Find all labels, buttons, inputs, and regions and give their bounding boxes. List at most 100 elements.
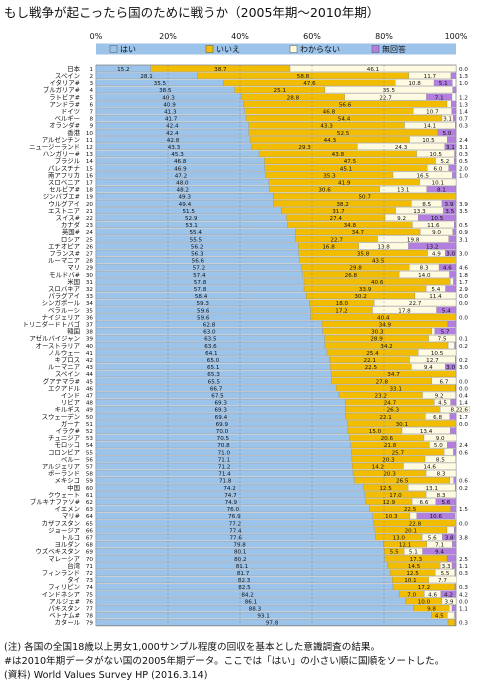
x-tick-label: 100% xyxy=(445,32,468,41)
value-label-outside: 2.4 xyxy=(459,443,468,449)
value-label-dontknow: 9.2 xyxy=(397,216,406,222)
rank-label: 6 xyxy=(89,102,93,108)
value-label-no: 25.4 xyxy=(366,351,379,357)
bar-noanswer xyxy=(453,115,456,121)
rank-label: 24 xyxy=(86,230,94,236)
value-label-noanswer: 5.6 xyxy=(441,500,450,506)
bar-noanswer xyxy=(447,136,456,142)
value-label-yes: 53.1 xyxy=(185,223,198,229)
rank-label: 18 xyxy=(86,188,94,194)
value-label-outside: 0.0 xyxy=(459,599,468,605)
value-label-outside: 2.6 xyxy=(459,408,468,414)
value-label-dontknow: 4.9 xyxy=(432,252,441,258)
value-label-no: 30.1 xyxy=(396,422,409,428)
value-label-dontknow: 11.4 xyxy=(429,294,442,300)
value-label-yes: 63.0 xyxy=(203,330,216,336)
bar-dontknow xyxy=(450,477,454,483)
rank-label: 50 xyxy=(86,415,94,421)
value-label-dontknow: 3.9 xyxy=(445,599,454,605)
value-label-noanswer: 3.5 xyxy=(445,209,454,215)
value-label-no: 12.1 xyxy=(399,543,412,549)
bar-noanswer xyxy=(451,101,456,107)
value-label-outside: 1.0 xyxy=(459,173,468,179)
value-label-yes: 59.6 xyxy=(197,308,210,314)
value-label-outside: 3.5 xyxy=(459,209,468,215)
legend-label: はい xyxy=(120,45,136,54)
value-label-noanswer: 5.1 xyxy=(439,81,448,87)
value-label-yes: 74.2 xyxy=(223,486,235,492)
value-label-outside: 0.7 xyxy=(459,117,468,123)
value-label-dontknow: 5.0 xyxy=(434,443,443,449)
value-label-no: 44.3 xyxy=(324,138,337,144)
value-label-dontknow: 4.5 xyxy=(438,401,447,407)
value-label-no: 34.9 xyxy=(379,323,392,329)
value-label-yes: 56.6 xyxy=(192,259,205,265)
value-label-yes: 57.8 xyxy=(194,287,207,293)
value-label-dontknow: 22.7 xyxy=(379,95,392,101)
rank-label: 46 xyxy=(86,386,94,392)
rank-label: 8 xyxy=(89,117,93,123)
rank-label: 53 xyxy=(86,436,94,442)
value-label-no: 4.5 xyxy=(435,614,444,620)
value-label-yes: 74.7 xyxy=(224,493,237,499)
value-label-no: 27.4 xyxy=(330,216,343,222)
rank-label: 44 xyxy=(86,372,94,378)
value-label-yes: 40.9 xyxy=(163,102,176,108)
rank-label: 59 xyxy=(86,479,94,485)
value-label-yes: 35.5 xyxy=(154,81,167,87)
value-label-outside: 1.1 xyxy=(459,607,468,613)
rank-label: 41 xyxy=(86,351,94,357)
value-label-outside: 1.7 xyxy=(459,280,468,286)
value-label-dontknow: 8.3 xyxy=(437,493,446,499)
value-label-outside: 0.3 xyxy=(459,152,468,158)
value-label-yes: 80.2 xyxy=(234,557,246,563)
rank-label: 31 xyxy=(86,280,94,286)
value-label-dontknow: 5.4 xyxy=(431,287,440,293)
value-label-no: 24.7 xyxy=(384,401,397,407)
value-label-no: 14.5 xyxy=(408,564,421,570)
value-label-outside: 3.9 xyxy=(459,202,468,208)
value-label-outside: 0.0 xyxy=(459,386,468,392)
value-label-yes: 71.4 xyxy=(218,472,231,478)
rank-label: 1 xyxy=(89,67,93,73)
value-label-yes: 52.9 xyxy=(185,216,198,222)
value-label-no: 18.0 xyxy=(336,301,349,307)
value-label-outside: 0.6 xyxy=(459,479,468,485)
value-label-noanswer: 5.4 xyxy=(442,308,451,314)
value-label-yes: 48.2 xyxy=(177,188,189,194)
value-label-yes: 71.2 xyxy=(218,465,230,471)
bar-dontknow xyxy=(447,527,454,533)
value-label-yes: 47.2 xyxy=(175,173,187,179)
rank-label: 2 xyxy=(89,74,93,80)
rank-label: 22 xyxy=(86,216,93,222)
value-label-noanswer: 3.0 xyxy=(446,252,455,258)
value-label-no: 30.2 xyxy=(354,294,366,300)
value-label-no: 10.1 xyxy=(404,578,417,584)
value-label-yes: 71.1 xyxy=(218,457,231,463)
value-label-no: 22.5 xyxy=(365,365,378,371)
rank-label: 4 xyxy=(89,88,93,94)
value-label-no: 20.3 xyxy=(382,457,395,463)
rank-label: 25 xyxy=(86,237,94,243)
value-label-yes: 69.3 xyxy=(215,401,228,407)
value-label-outside: 3.1 xyxy=(459,145,468,151)
value-label-outside: 0.2 xyxy=(459,358,468,364)
legend-swatch xyxy=(290,46,297,53)
rank-label: 51 xyxy=(86,422,94,428)
value-label-no: 27.8 xyxy=(376,379,389,385)
value-label-outside: 3.1 xyxy=(459,237,468,243)
bar-dontknow xyxy=(450,278,453,284)
value-label-outside: 1.8 xyxy=(459,273,468,279)
value-label-yes: 57.4 xyxy=(193,273,206,279)
bar-noanswer xyxy=(452,562,456,568)
value-label-yes: 46.9 xyxy=(174,166,187,172)
value-label-outside: 0.0 xyxy=(459,379,468,385)
value-label-outside: 0.2 xyxy=(459,486,468,492)
rank-label: 77 xyxy=(86,607,94,613)
value-label-outside: 2.4 xyxy=(459,138,468,144)
value-label-no: 17.3 xyxy=(410,557,423,563)
value-label-no: 22.1 xyxy=(364,358,377,364)
rank-label: 75 xyxy=(86,592,94,598)
value-label-dontknow: 3.3 xyxy=(442,564,451,570)
value-label-no: 26.3 xyxy=(387,408,400,414)
